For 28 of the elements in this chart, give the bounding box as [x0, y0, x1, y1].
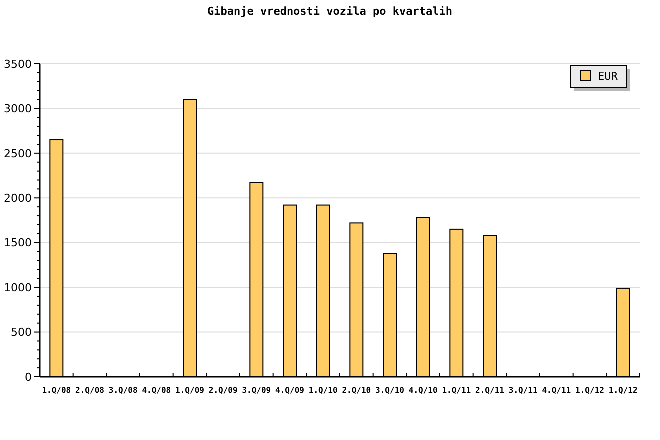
- x-tick-label: 1.Q/10: [308, 386, 338, 395]
- x-tick-label: 4.Q/09: [276, 386, 305, 395]
- x-tick-label: 1.Q/08: [42, 386, 72, 395]
- x-tick-label: 2.Q/08: [76, 386, 105, 395]
- x-tick-label: 2.Q/10: [342, 386, 372, 395]
- x-tick-label: 4.Q/08: [142, 386, 172, 395]
- x-tick-label: 3.Q/11: [508, 386, 538, 395]
- x-tick-label: 4.Q/11: [542, 386, 572, 395]
- y-tick-label: 2000: [4, 192, 32, 205]
- legend-label: EUR: [598, 70, 618, 83]
- x-tick-label: 3.Q/10: [376, 386, 405, 395]
- y-tick-label: 2500: [4, 147, 32, 160]
- y-tick-label: 1500: [4, 236, 32, 250]
- chart-title: Gibanje vrednosti vozila po kvartalih: [207, 5, 453, 18]
- x-tick-label: 3.Q/08: [108, 386, 138, 395]
- x-tick-label: 2.Q/09: [208, 386, 238, 395]
- y-tick-label: 1000: [4, 281, 32, 294]
- x-tick-label: 3.Q/09: [242, 386, 272, 395]
- x-tick-label: 1.Q/09: [176, 386, 205, 395]
- x-tick-label: 1.Q/12: [576, 386, 605, 395]
- y-tick-label: 500: [11, 326, 32, 340]
- x-tick-label: 1.Q/11: [442, 386, 472, 395]
- x-tick-label: 2.Q/11: [476, 386, 505, 395]
- y-tick-label: 3500: [4, 58, 32, 71]
- x-tick-label: 1.Q/12: [608, 386, 638, 395]
- x-tick-label: 4.Q/10: [408, 386, 438, 395]
- y-tick-label: 3000: [4, 102, 32, 116]
- y-tick-label: 0: [25, 370, 32, 384]
